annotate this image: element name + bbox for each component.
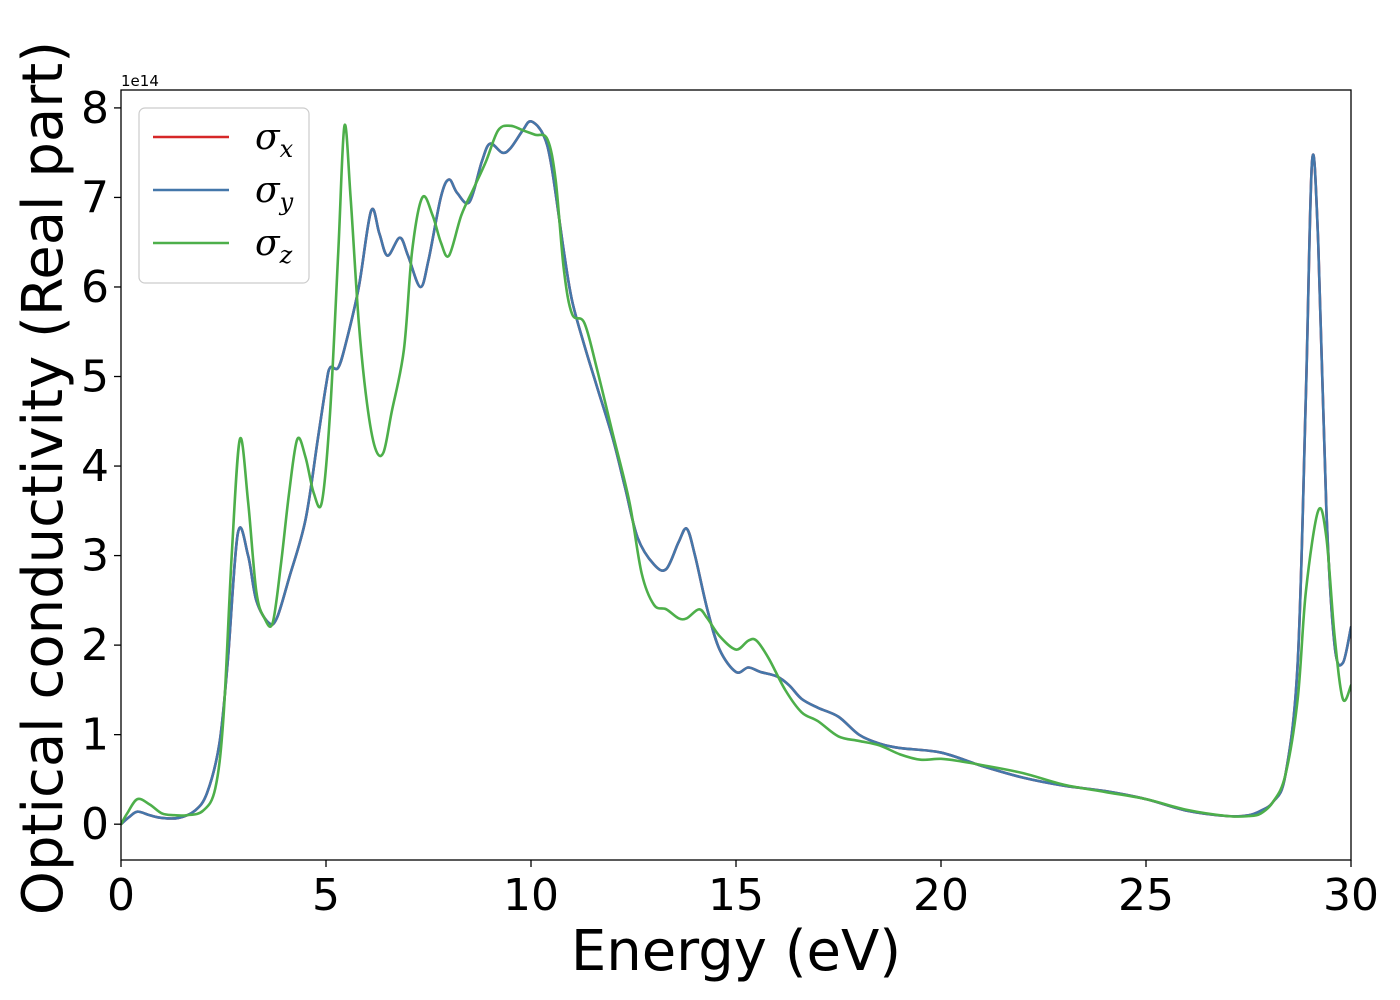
legend: σx σy σz: [138, 107, 310, 284]
series-line-z: [121, 123, 1351, 826]
y-tick-label: 3: [81, 531, 109, 582]
y-tick-label: 5: [81, 352, 109, 403]
x-tick-label: 15: [708, 870, 764, 921]
x-axis-title: Energy (eV): [571, 919, 901, 984]
series-layer: [121, 120, 1351, 826]
legend-label-z: σz: [255, 223, 293, 269]
y-tick-label: 1: [81, 710, 109, 761]
x-tick-label: 30: [1323, 870, 1379, 921]
legend-label-y: σy: [255, 170, 294, 216]
y-tick-label: 2: [81, 620, 109, 671]
x-tick-label: 0: [107, 870, 135, 921]
y-offset-label: 1e14: [121, 72, 159, 90]
x-axis: 0 5 10 15 20 25 30: [107, 860, 1379, 921]
legend-label-x: σx: [255, 117, 294, 163]
y-tick-label: 8: [81, 83, 109, 134]
y-axis: 0 1 2 3 4 5 6 7 8: [81, 83, 121, 850]
y-tick-label: 4: [81, 441, 109, 492]
legend-box: [138, 107, 310, 284]
y-tick-label: 6: [81, 262, 109, 313]
y-axis-title: Optical conductivity (Real part): [11, 41, 76, 915]
x-tick-label: 5: [312, 870, 340, 921]
y-tick-label: 7: [81, 172, 109, 223]
y-tick-label: 0: [81, 799, 109, 850]
x-tick-label: 10: [503, 870, 559, 921]
x-tick-label: 20: [913, 870, 969, 921]
x-tick-label: 25: [1118, 870, 1174, 921]
